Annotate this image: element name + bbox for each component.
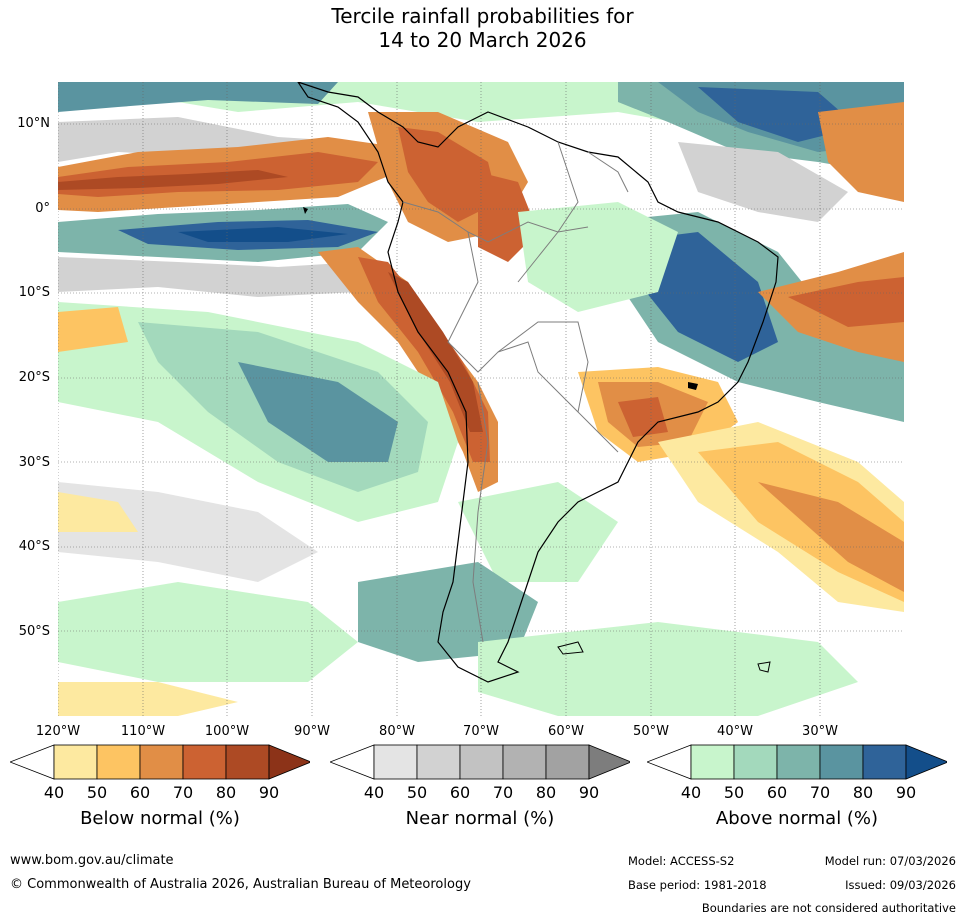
legend-below-title: Below normal (%) (80, 808, 240, 829)
lon-label-90w: 90°W (294, 724, 330, 739)
below-legend-tick: 90 (258, 783, 280, 802)
near-legend-swatch (545, 744, 590, 780)
near-legend-tick: 70 (492, 783, 514, 802)
lat-label-20s: 20°S (18, 370, 50, 385)
lon-label-70w: 70°W (463, 724, 499, 739)
legend-below-normal (10, 744, 310, 780)
below-legend-max-arrow (268, 744, 310, 780)
map-title: Tercile rainfall probabilities for 14 to… (0, 4, 965, 52)
above-legend-tick: 40 (680, 783, 702, 802)
legend-above-normal (647, 744, 947, 780)
above-legend-tick: 90 (895, 783, 917, 802)
lon-label-110w: 110°W (120, 724, 166, 739)
below-legend-swatch (139, 744, 184, 780)
near-legend-tick: 40 (363, 783, 385, 802)
near-legend-tick: 80 (535, 783, 557, 802)
footer-model: Model: ACCESS-S2 (628, 854, 735, 868)
rainfall-map (58, 82, 904, 716)
lon-label-60w: 60°W (548, 724, 584, 739)
above-legend-swatch (690, 744, 735, 780)
below-legend-tick: 80 (215, 783, 237, 802)
near-legend-tick: 60 (449, 783, 471, 802)
footer-model-run: Model run: 07/03/2026 (824, 854, 956, 868)
above-legend-max-arrow (905, 744, 947, 780)
lat-label-50s: 50°S (18, 624, 50, 639)
below-legend-swatch (96, 744, 141, 780)
above-legend-swatch (733, 744, 778, 780)
lat-label-10n: 10°N (17, 116, 50, 131)
footer-copyright: © Commonwealth of Australia 2026, Austra… (10, 877, 471, 892)
above-legend-tick: 80 (852, 783, 874, 802)
lon-label-40w: 40°W (717, 724, 753, 739)
legend-near-normal (330, 744, 630, 780)
lat-label-10s: 10°S (18, 285, 50, 300)
map-title-line1: Tercile rainfall probabilities for (331, 4, 634, 28)
lon-label-30w: 30°W (802, 724, 838, 739)
footer-boundaries: Boundaries are not considered authoritat… (701, 901, 956, 915)
near-legend-swatch (373, 744, 418, 780)
footer-url[interactable]: www.bom.gov.au/climate (10, 853, 174, 868)
legend-above-title: Above normal (%) (715, 808, 879, 829)
above-legend-tick: 60 (766, 783, 788, 802)
near-legend-tick: 90 (578, 783, 600, 802)
below-legend-min-arrow (10, 744, 55, 780)
above-legend-swatch (862, 744, 907, 780)
legend-near-title: Near normal (%) (405, 808, 555, 829)
above-legend-tick: 70 (809, 783, 831, 802)
lon-label-50w: 50°W (633, 724, 669, 739)
lat-label-30s: 30°S (18, 455, 50, 470)
lon-label-80w: 80°W (379, 724, 415, 739)
near-legend-tick: 50 (406, 783, 428, 802)
near-legend-swatch (459, 744, 504, 780)
above-legend-swatch (819, 744, 864, 780)
footer-base-period: Base period: 1981-2018 (628, 878, 767, 892)
lat-label-0: 0° (35, 201, 50, 216)
map-title-line2: 14 to 20 March 2026 (378, 28, 587, 52)
below-legend-swatch (225, 744, 270, 780)
lat-label-40s: 40°S (18, 539, 50, 554)
near-legend-min-arrow (330, 744, 375, 780)
lon-label-100w: 100°W (204, 724, 250, 739)
below-legend-swatch (53, 744, 98, 780)
above-legend-swatch (776, 744, 821, 780)
near-legend-swatch (416, 744, 461, 780)
above-legend-min-arrow (647, 744, 692, 780)
above-legend-tick: 50 (723, 783, 745, 802)
below-legend-tick: 50 (86, 783, 108, 802)
below-legend-swatch (182, 744, 227, 780)
near-legend-max-arrow (588, 744, 630, 780)
below-legend-tick: 60 (129, 783, 151, 802)
lon-label-120w: 120°W (35, 724, 81, 739)
near-legend-swatch (502, 744, 547, 780)
below-legend-tick: 40 (43, 783, 65, 802)
footer-issued: Issued: 09/03/2026 (845, 878, 956, 892)
below-legend-tick: 70 (172, 783, 194, 802)
map-canvas (58, 82, 904, 716)
